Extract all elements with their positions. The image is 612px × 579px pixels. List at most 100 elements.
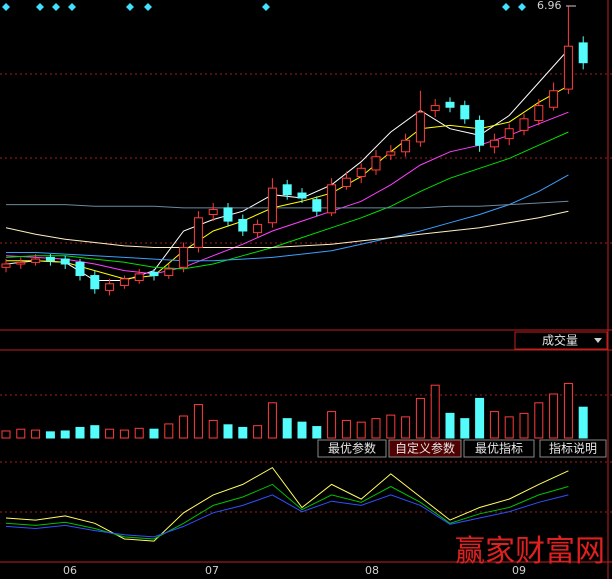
volume-bar [119,429,129,439]
button[interactable] [539,439,607,458]
candle-body [430,105,440,112]
volume-bar [134,427,144,439]
volume-bar [238,426,248,439]
volume-bar [341,419,351,439]
high-label: 6.96 [537,0,562,12]
volume-bar [223,424,233,439]
volume-bar [75,426,85,439]
volume-bar [327,411,337,439]
button-label: 最优指标 [475,441,523,456]
candle-body [90,275,100,290]
candle-body [75,261,85,277]
candle-body [149,271,159,277]
x-label: 06 [63,564,77,577]
moving-average [6,85,569,280]
candle-body [445,101,455,108]
top-markers [2,3,526,11]
volume-bar [105,428,115,439]
candle-body [341,177,351,187]
indicator-line [5,466,569,542]
candle-body [45,256,55,262]
volume-bar [1,430,11,439]
volume-title: 成交量 [542,333,578,348]
volume-bar [475,397,485,439]
volume-bar [386,414,396,439]
volume-bar [312,426,322,439]
candle-body [193,217,203,249]
button-label: 指标说明 [549,441,597,456]
candle-body [134,273,144,281]
candle-body [327,184,337,214]
volume-bar [534,402,544,439]
button[interactable] [463,439,535,458]
candle-body [504,128,514,140]
volume-bar [31,429,41,439]
volume-bar [356,421,366,439]
candle-body [549,90,559,108]
candle-body [415,111,425,143]
candle-body [534,105,544,121]
watermark: 赢家财富网 [455,534,605,569]
candle-body [489,139,499,148]
volume-bar [445,412,455,439]
volume-bar [415,397,425,439]
volume-bar [297,421,307,439]
candle-body [253,223,263,234]
volume-bar [16,428,26,439]
candle-body [563,45,573,90]
button[interactable] [317,439,387,458]
candle-body [401,139,411,153]
volume-bar [149,428,159,439]
candle-body [238,218,248,232]
volume-bar [430,384,440,439]
candle-body [1,263,11,268]
candle-body [105,283,115,291]
volume-bar [90,425,100,439]
moving-average [6,174,569,262]
volume-bar [489,411,499,439]
candle-body [31,258,41,263]
volume-bar [253,425,263,439]
volume-bar [504,416,514,439]
indicator-line [5,494,569,538]
button-label: 自定义参数 [395,441,455,456]
candle-body [297,192,307,199]
candle-body [578,42,588,64]
moving-average [5,210,569,248]
moving-average [5,111,569,275]
candle-body [356,167,366,178]
volume-tab[interactable] [514,331,608,350]
moving-average [5,131,569,270]
volume-bar [549,393,559,439]
volume-bar [179,415,189,439]
volume-bar [401,416,411,439]
button[interactable] [388,439,462,458]
volume-bar [208,419,218,439]
candle-body [519,118,529,131]
candle-body [386,151,396,156]
candle-body [312,199,322,212]
candle-body [60,258,70,265]
volume-bar [193,404,203,439]
x-label: 08 [365,564,379,577]
volume-bar [282,418,292,439]
button-label: 最优参数 [328,441,376,456]
candle-body [282,184,292,196]
moving-average [6,200,569,209]
candle-body [371,156,381,171]
x-label: 07 [205,564,219,577]
volume-bar [371,418,381,439]
volume-bar [519,412,529,439]
volume-bar [60,430,70,439]
candle-body [460,105,470,120]
candle-body [164,268,174,277]
volume-bar [164,423,174,439]
moving-average [5,49,569,281]
dropdown-arrow [594,338,602,343]
volume-bar [460,418,470,439]
volume-bar [578,406,588,439]
volume-bar [563,382,573,439]
candle-body [208,209,218,216]
